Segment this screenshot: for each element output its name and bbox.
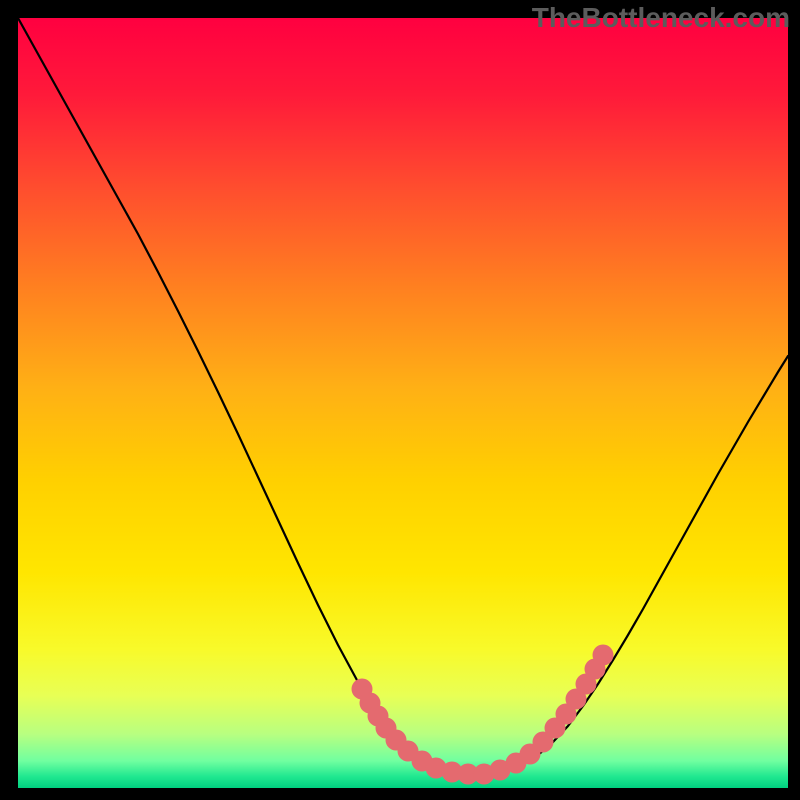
dot-group	[352, 645, 614, 785]
curve-layer	[18, 18, 788, 788]
bottleneck-curve	[18, 18, 788, 775]
marker-dot	[593, 645, 614, 666]
plot-area	[18, 18, 788, 788]
watermark-text: TheBottleneck.com	[532, 2, 790, 34]
